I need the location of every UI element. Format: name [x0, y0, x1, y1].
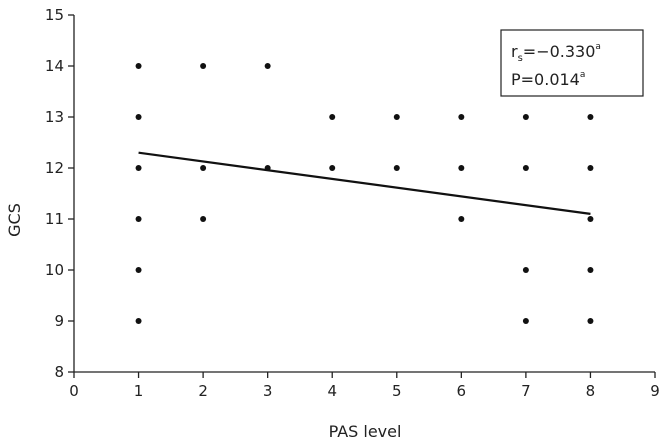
data-point	[393, 165, 400, 171]
correlation-footnote-mark: a	[595, 42, 601, 52]
x-tick-label: 4	[327, 382, 337, 400]
x-tick-label: 7	[521, 382, 531, 400]
data-point	[587, 318, 594, 324]
x-tick-label: 2	[198, 382, 208, 400]
data-point	[135, 318, 142, 324]
y-tick-label: 13	[45, 108, 64, 126]
data-point	[135, 165, 142, 171]
data-point	[522, 165, 529, 171]
stats-annotation-frame	[500, 29, 644, 97]
trend-line	[138, 151, 591, 215]
stats-annotation: rs=−0.330a P=0.014a	[500, 29, 644, 97]
data-point	[329, 114, 336, 120]
data-points	[135, 63, 594, 324]
x-tick-label: 6	[457, 382, 467, 400]
x-tick-label: 9	[650, 382, 660, 400]
data-point	[522, 267, 529, 273]
correlation-subscript: s	[518, 53, 523, 64]
data-point	[329, 165, 336, 171]
x-tick-label: 8	[586, 382, 596, 400]
data-point	[200, 63, 207, 69]
p-value: P=0.014	[511, 70, 580, 89]
data-point	[135, 267, 142, 273]
data-point	[135, 216, 142, 222]
y-axis-title: GCS	[5, 203, 24, 237]
data-point	[587, 267, 594, 273]
data-point	[200, 216, 207, 222]
y-tick-label: 8	[54, 363, 64, 381]
x-tick-label: 0	[69, 382, 79, 400]
y-tick-label: 11	[45, 210, 64, 228]
p-value-text: P=0.014a	[511, 70, 585, 89]
data-point	[587, 114, 594, 120]
p-value-footnote-mark: a	[580, 70, 586, 80]
x-ticks: 0 1 2 3 4 5 6 7 8 9	[69, 372, 660, 400]
x-tick-label: 5	[392, 382, 402, 400]
y-tick-label: 12	[45, 159, 64, 177]
data-point	[587, 216, 594, 222]
correlation-text: rs=−0.330a	[511, 42, 601, 64]
data-point	[458, 114, 465, 120]
y-tick-label: 9	[54, 312, 64, 330]
data-point	[135, 114, 142, 120]
data-point	[135, 63, 142, 69]
y-ticks: 8 9 10 11 12 13 14 15	[45, 6, 74, 381]
data-point	[587, 165, 594, 171]
data-point	[458, 216, 465, 222]
y-tick-label: 14	[45, 57, 64, 75]
axes	[73, 15, 655, 373]
data-point	[200, 165, 207, 171]
data-point	[264, 63, 271, 69]
y-tick-label: 10	[45, 261, 64, 279]
y-tick-label: 15	[45, 6, 64, 24]
correlation-symbol: r	[511, 42, 518, 61]
data-point	[522, 114, 529, 120]
x-tick-label: 1	[134, 382, 144, 400]
data-point	[393, 114, 400, 120]
correlation-value: =−0.330	[523, 42, 596, 61]
data-point	[522, 318, 529, 324]
data-point	[458, 165, 465, 171]
x-tick-label: 3	[263, 382, 273, 400]
x-axis-title: PAS level	[329, 422, 402, 441]
